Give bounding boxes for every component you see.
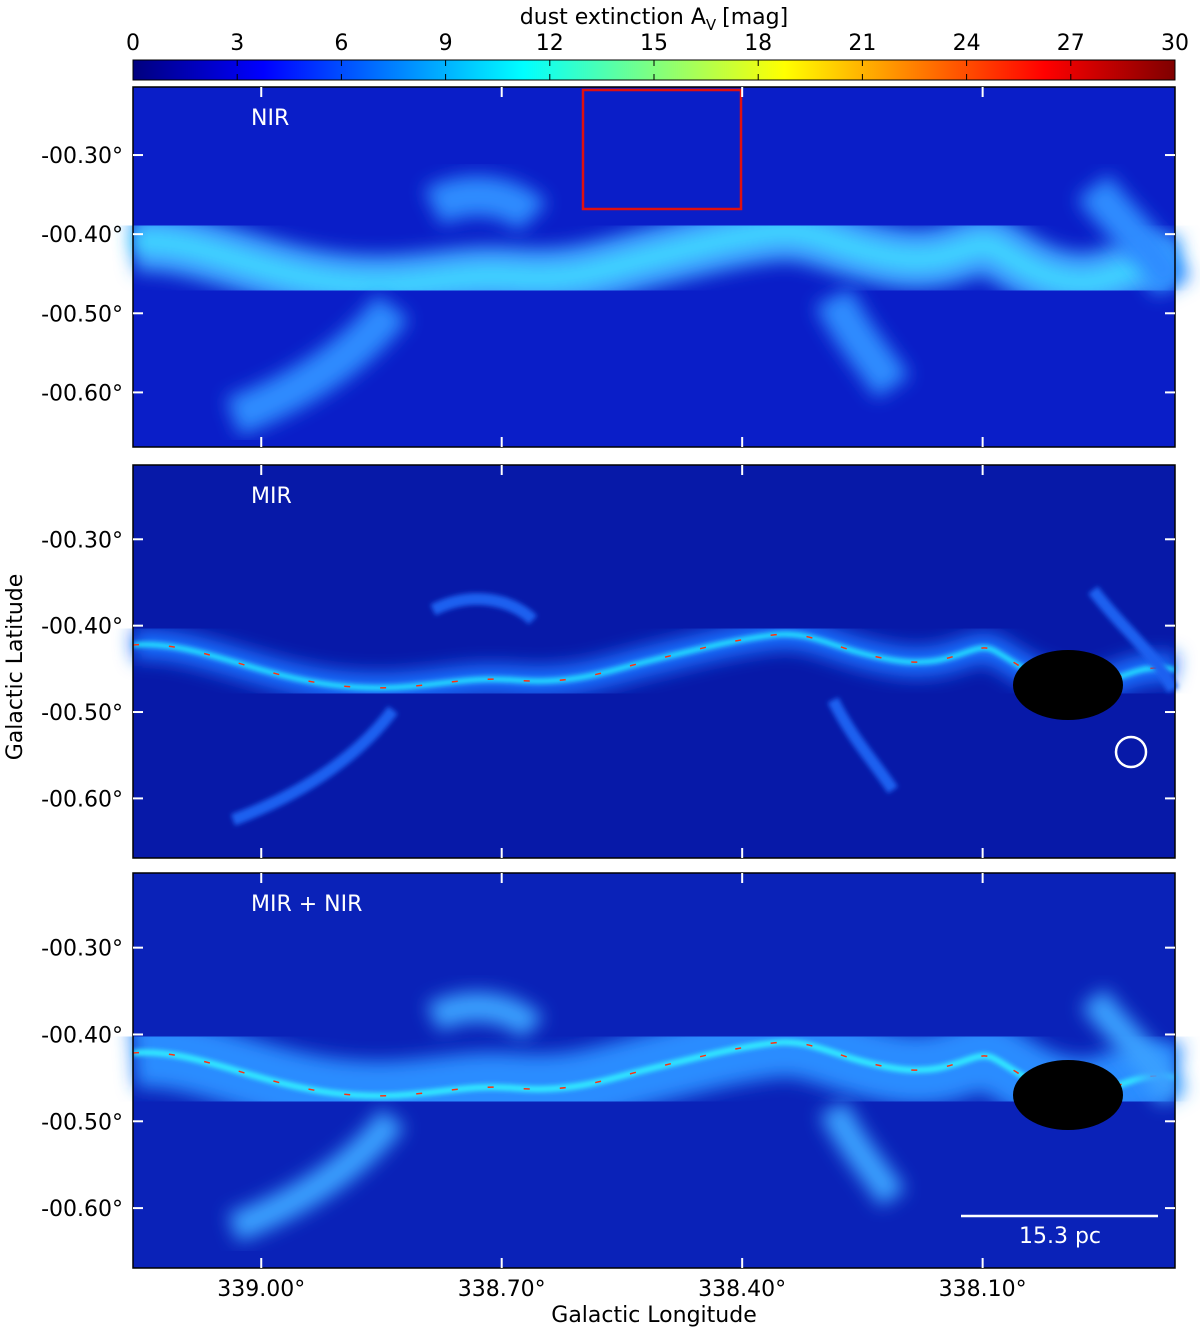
colorbar-tick-label: 6: [334, 31, 348, 56]
mir-map: [133, 465, 1175, 858]
y-tick-label: -00.30°: [41, 528, 123, 553]
colorbar-title: dust extinction AV [mag]: [520, 5, 788, 34]
scalebar-label: 15.3 pc: [1019, 1224, 1101, 1249]
colorbar-tick-label: 0: [126, 31, 140, 56]
y-tick-label: -00.50°: [41, 701, 123, 726]
y-tick-label: -00.60°: [41, 787, 123, 812]
y-tick-label: -00.60°: [41, 1197, 123, 1222]
panel-frame: [132, 872, 1176, 1269]
y-tick-label: -00.50°: [41, 1110, 123, 1135]
colorbar-tick-label: 12: [536, 31, 564, 56]
x-tick-label: 339.00°: [217, 1277, 305, 1302]
colorbar-tick-label: 3: [230, 31, 244, 56]
colorbar-tick-label: 27: [1057, 31, 1085, 56]
panel-label: MIR: [251, 484, 292, 509]
y-axis-label: Galactic Latitude: [3, 574, 28, 761]
panel-frame: [132, 464, 1176, 859]
y-tick-label: -00.30°: [41, 144, 123, 169]
colorbar-tick-label: 24: [953, 31, 981, 56]
nir-map: [133, 87, 1175, 447]
y-tick-label: -00.50°: [41, 302, 123, 327]
x-tick-label: 338.70°: [458, 1277, 546, 1302]
y-tick-label: -00.30°: [41, 937, 123, 962]
y-tick-label: -00.40°: [41, 223, 123, 248]
combined-map: [133, 873, 1175, 1268]
colorbar-tick-label: 21: [848, 31, 876, 56]
x-axis-label: Galactic Longitude: [551, 1303, 756, 1328]
colorbar-tick-label: 9: [439, 31, 453, 56]
colorbar-tick-label: 18: [744, 31, 772, 56]
panel-frame: [132, 86, 1176, 448]
x-tick-label: 338.40°: [698, 1277, 786, 1302]
colorbar-tick-label: 30: [1161, 31, 1189, 56]
panel-label: MIR + NIR: [251, 892, 362, 917]
panel-label: NIR: [251, 106, 289, 131]
y-tick-label: -00.40°: [41, 615, 123, 640]
x-tick-label: 338.10°: [939, 1277, 1027, 1302]
colorbar-tick-label: 15: [640, 31, 668, 56]
y-tick-label: -00.60°: [41, 381, 123, 406]
y-tick-label: -00.40°: [41, 1023, 123, 1048]
